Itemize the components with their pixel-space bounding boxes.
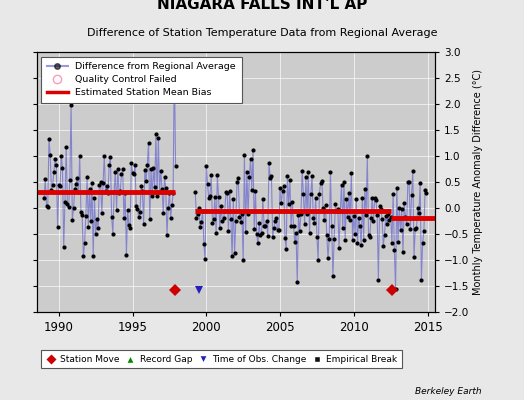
Text: NIAGARA FALLS INT'L AP: NIAGARA FALLS INT'L AP [157, 0, 367, 12]
Text: Berkeley Earth: Berkeley Earth [416, 387, 482, 396]
Legend: Station Move, Record Gap, Time of Obs. Change, Empirical Break: Station Move, Record Gap, Time of Obs. C… [41, 350, 402, 368]
Text: Difference of Station Temperature Data from Regional Average: Difference of Station Temperature Data f… [87, 28, 437, 38]
Y-axis label: Monthly Temperature Anomaly Difference (°C): Monthly Temperature Anomaly Difference (… [474, 69, 484, 295]
